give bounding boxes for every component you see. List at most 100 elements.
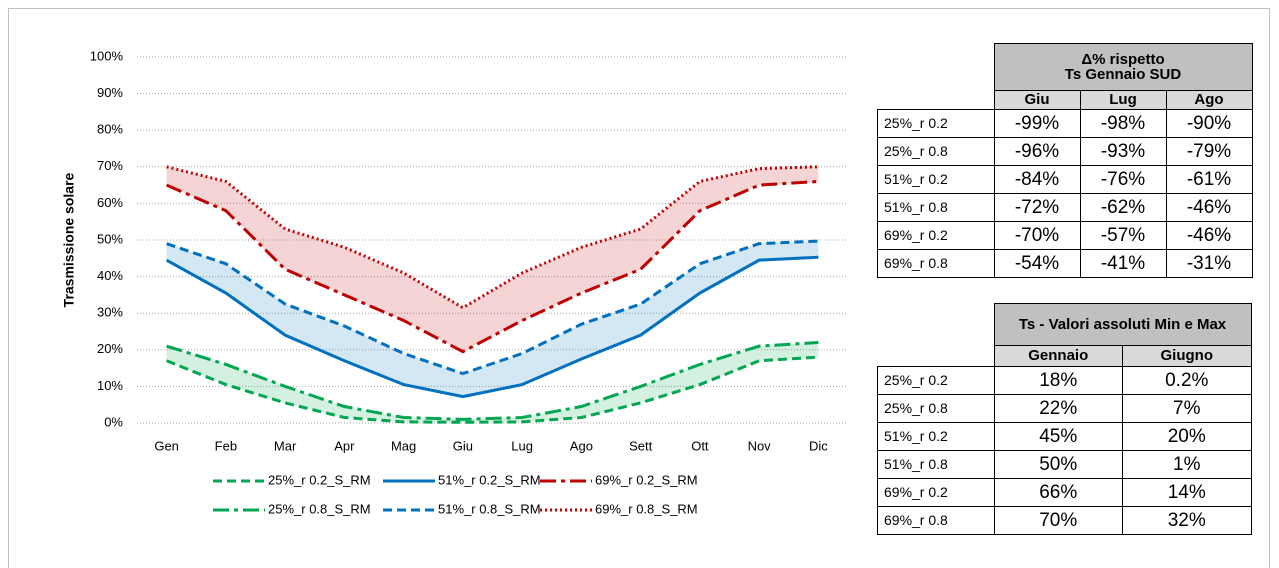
- table-cell: 70%: [993, 505, 1123, 535]
- table-cell: 50%: [993, 449, 1123, 479]
- x-tick-label: Sett: [629, 438, 653, 453]
- row-label: 51%_r 0.8: [877, 449, 995, 479]
- table-cell: 1%: [1122, 449, 1252, 479]
- table-cell: -96%: [993, 136, 1081, 166]
- row-label: 51%_r 0.2: [877, 421, 995, 451]
- table-cell: -84%: [993, 164, 1081, 194]
- empty-cell: [878, 346, 995, 367]
- band-area: [166, 241, 819, 397]
- table-cell: 14%: [1122, 477, 1252, 507]
- y-tick-label: 30%: [97, 305, 123, 320]
- row-label: 51%_r 0.8: [877, 192, 995, 222]
- table-cell: -72%: [993, 192, 1081, 222]
- table-row: 25%_r 0.2 18% 0.2%: [877, 365, 1252, 395]
- table-cell: -79%: [1165, 136, 1253, 166]
- legend-label: 25%_r 0.2_S_RM: [268, 472, 371, 487]
- row-label: 69%_r 0.8: [877, 248, 995, 278]
- table-row: 51%_r 0.2 -84% -76% -61%: [877, 164, 1253, 194]
- table-row: 25%_r 0.8 -96% -93% -79%: [877, 136, 1253, 166]
- series-line: [166, 355, 819, 424]
- y-tick-label: 0%: [104, 414, 123, 429]
- title-line: Ts - Valori assoluti Min e Max: [1018, 316, 1227, 333]
- y-tick-label: 20%: [97, 341, 123, 356]
- x-tick-label: Mar: [274, 438, 297, 453]
- x-tick-label: Nov: [748, 438, 772, 453]
- legend-label: 25%_r 0.8_S_RM: [268, 501, 371, 516]
- series-line: [166, 179, 819, 354]
- x-tick-label: Mag: [391, 438, 416, 453]
- x-tick-label: Gen: [154, 438, 179, 453]
- row-label: 69%_r 0.2: [877, 220, 995, 250]
- table-cell: -46%: [1165, 220, 1253, 250]
- table-cell: 7%: [1122, 393, 1252, 423]
- x-tick-label: Feb: [215, 438, 237, 453]
- x-tick-label: Lug: [511, 438, 533, 453]
- table-row: 69%_r 0.2 66% 14%: [877, 477, 1252, 507]
- table-row: 69%_r 0.8 70% 32%: [877, 505, 1252, 535]
- empty-cell: [878, 91, 995, 110]
- table-row: 69%_r 0.8 -54% -41% -31%: [877, 248, 1253, 278]
- table-cell: 32%: [1122, 505, 1252, 535]
- series-line: [166, 239, 819, 376]
- table-cell: -41%: [1079, 248, 1167, 278]
- empty-cell: [878, 44, 995, 91]
- table-title: Ts - Valori assoluti Min e Max: [993, 303, 1252, 346]
- row-label: 25%_r 0.2: [877, 365, 995, 395]
- column-header: Giugno: [1122, 345, 1252, 367]
- table-row: 69%_r 0.2 -70% -57% -46%: [877, 220, 1253, 250]
- row-label: 69%_r 0.8: [877, 505, 995, 535]
- data-table: Ts - Valori assoluti Min e Max Gennaio Giu…: [877, 303, 1252, 535]
- y-tick-label: 10%: [97, 378, 123, 393]
- table-row: 51%_r 0.2 45% 20%: [877, 421, 1252, 451]
- header-row: Ts - Valori assoluti Min e Max: [878, 303, 1252, 346]
- table-cell: -31%: [1165, 248, 1253, 278]
- band-area: [166, 166, 819, 352]
- legend-label: 69%_r 0.8_S_RM: [595, 501, 698, 516]
- table-cell: -90%: [1165, 108, 1253, 138]
- table-cell: -76%: [1079, 164, 1167, 194]
- x-tick-label: Giu: [453, 438, 473, 453]
- y-tick-label: 100%: [90, 48, 124, 63]
- series-line: [166, 165, 819, 310]
- chart: Trasmissione solare 0% 10% 20% 30% 40% 50% 60%…: [61, 48, 848, 516]
- data-table: Δ% rispetto Ts Gennaio SUD Giu Lug Ago 25%_r …: [877, 43, 1253, 278]
- table-cell: 22%: [993, 393, 1123, 423]
- x-tick-label: Dic: [809, 438, 828, 453]
- column-header-row: Gennaio Giugno: [878, 345, 1252, 367]
- table-title: Δ% rispetto Ts Gennaio SUD: [993, 43, 1253, 91]
- header-row: Δ% rispetto Ts Gennaio SUD: [878, 43, 1253, 91]
- table-cell: -46%: [1165, 192, 1253, 222]
- table-cell: -57%: [1079, 220, 1167, 250]
- table-cell: -54%: [993, 248, 1081, 278]
- series-line: [166, 340, 819, 421]
- table-cell: 45%: [993, 421, 1123, 451]
- table-cell: 0.2%: [1122, 365, 1252, 395]
- row-label: 69%_r 0.2: [877, 477, 995, 507]
- series-line: [165, 255, 819, 399]
- table-cell: -61%: [1165, 164, 1253, 194]
- column-header: Lug: [1079, 90, 1167, 110]
- row-label: 25%_r 0.8: [877, 393, 995, 423]
- y-axis-title: Trasmissione solare: [61, 172, 77, 307]
- table-row: 51%_r 0.8 -72% -62% -46%: [877, 192, 1253, 222]
- table-cell: 66%: [993, 477, 1123, 507]
- x-tick-label: Ago: [570, 438, 593, 453]
- column-header: Gennaio: [993, 345, 1123, 367]
- column-header-row: Giu Lug Ago: [878, 90, 1253, 110]
- empty-cell: [878, 304, 995, 346]
- table-cell: -70%: [993, 220, 1081, 250]
- x-tick-label: Ott: [691, 438, 709, 453]
- title-line: Δ% rispetto: [1081, 51, 1165, 68]
- table-row: 51%_r 0.8 50% 1%: [877, 449, 1252, 479]
- table-cell: -98%: [1079, 108, 1167, 138]
- row-label: 25%_r 0.8: [877, 136, 995, 166]
- y-tick-label: 40%: [97, 268, 123, 283]
- y-tick-label: 90%: [97, 85, 123, 100]
- y-tick-label: 60%: [97, 195, 123, 210]
- table-row: 25%_r 0.2 -99% -98% -90%: [877, 108, 1253, 138]
- table-cell: -99%: [993, 108, 1081, 138]
- column-header: Giu: [993, 90, 1081, 110]
- table-row: 25%_r 0.8 22% 7%: [877, 393, 1252, 423]
- x-tick-label: Apr: [334, 438, 355, 453]
